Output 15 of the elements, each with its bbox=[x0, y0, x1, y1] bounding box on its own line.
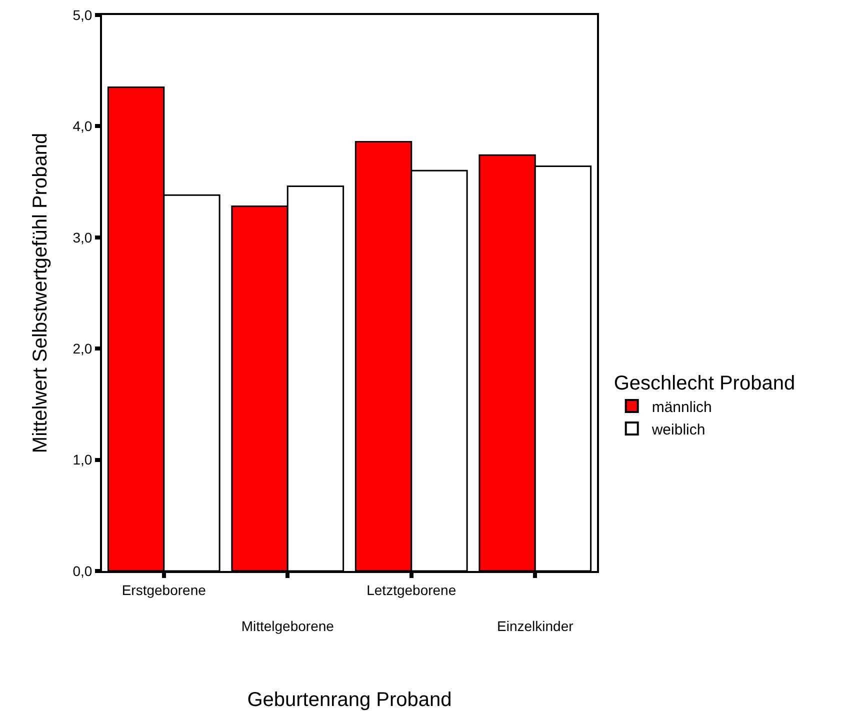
x-tick-label: Erstgeborene bbox=[122, 582, 206, 598]
x-tick-label: Mittelgeborene bbox=[241, 618, 334, 634]
x-tick-label: Letztgeborene bbox=[366, 582, 456, 598]
y-tick-label: 3,0 bbox=[72, 229, 92, 246]
legend-label: männlich bbox=[652, 398, 712, 416]
y-tick-label: 5,0 bbox=[72, 6, 92, 23]
y-tick-label: 1,0 bbox=[72, 452, 92, 468]
y-tick-label: 0,0 bbox=[72, 562, 92, 579]
legend-title: Geschlecht Proband bbox=[614, 372, 796, 395]
x-axis-title: Geburtenrang Proband bbox=[247, 689, 452, 711]
y-axis-title: Mittelwert Selbstwertgefühl Proband bbox=[30, 132, 52, 454]
y-tick-label: 2,0 bbox=[72, 340, 92, 356]
x-tick-label: Einzelkinder bbox=[496, 618, 574, 634]
legend-label: weiblich bbox=[650, 421, 706, 438]
y-tick-label: 4,0 bbox=[72, 118, 92, 134]
